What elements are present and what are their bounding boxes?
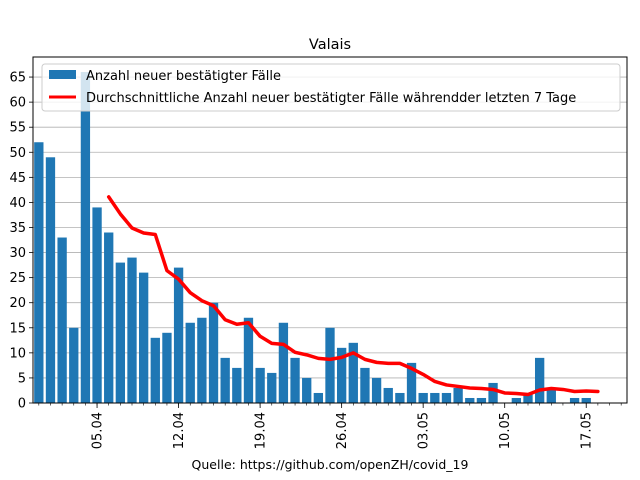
x-tick-label: 19.04 [254, 412, 269, 449]
bar [453, 387, 463, 403]
y-tick-label: 35 [9, 221, 26, 236]
legend-bar-swatch [49, 70, 76, 79]
average-line [106, 195, 600, 397]
bar [69, 327, 79, 403]
bar [488, 382, 498, 403]
x-tick-label: 03.05 [417, 412, 432, 449]
bar [45, 157, 56, 403]
bar [430, 392, 440, 403]
bar [360, 367, 370, 403]
bar [371, 377, 382, 403]
bar [104, 232, 114, 403]
bar [115, 262, 126, 403]
x-tick-label: 12.04 [172, 412, 187, 449]
legend-label-line: Durchschnittliche Anzahl neuer bestätigt… [86, 91, 576, 106]
y-tick-label: 20 [9, 296, 26, 311]
bar [441, 392, 452, 403]
bar [348, 342, 358, 403]
y-tick-label: 15 [9, 321, 26, 336]
bar [383, 387, 393, 403]
legend-label-bars: Anzahl neuer bestätigter Fälle [86, 69, 281, 84]
line-series [106, 195, 600, 397]
bar [34, 142, 44, 403]
bar [127, 257, 137, 403]
bar [546, 387, 556, 403]
chart-title: Valais [309, 37, 351, 53]
x-tick-label: 10.05 [498, 412, 513, 449]
bar [418, 392, 428, 403]
x-tick-label: 26.04 [335, 412, 350, 449]
x-axis: 05.04 12.04 19.04 26.04 03.05 10.05 17.05 [38, 403, 622, 449]
legend: Anzahl neuer bestätigter Fälle Durchschn… [41, 63, 621, 112]
y-tick-label: 10 [9, 346, 26, 361]
bar [406, 362, 417, 403]
bar [302, 377, 312, 403]
y-tick-label: 5 [18, 371, 26, 386]
y-tick-label: 0 [18, 397, 26, 412]
bar [173, 267, 184, 403]
y-tick-label: 40 [9, 196, 26, 211]
y-axis: 0 5 10 15 20 25 30 35 40 45 50 55 60 65 [9, 71, 33, 412]
bar [232, 367, 242, 403]
y-tick-label: 45 [9, 171, 26, 186]
bar [395, 392, 405, 403]
bar [336, 347, 347, 403]
x-tick-label: 05.04 [91, 412, 106, 449]
y-tick-label: 50 [9, 146, 26, 161]
bar [150, 337, 160, 403]
bar [511, 397, 522, 403]
bar-series [34, 72, 591, 403]
bar [313, 392, 324, 403]
x-tick-label: 17.05 [580, 412, 595, 449]
bar [92, 207, 102, 403]
bar [138, 272, 149, 403]
bar [325, 327, 335, 403]
bar [534, 357, 545, 403]
bar [197, 317, 207, 403]
y-tick-label: 60 [9, 96, 26, 111]
bar [208, 302, 219, 403]
bar [569, 397, 580, 403]
bar [278, 322, 289, 403]
source-label: Quelle: https://github.com/openZH/covid_… [192, 457, 469, 472]
bar [80, 72, 91, 403]
legend-box [41, 63, 621, 112]
y-tick-label: 25 [9, 271, 26, 286]
y-tick-label: 55 [9, 121, 26, 136]
bar [255, 367, 265, 403]
bar [465, 397, 475, 403]
y-tick-label: 65 [9, 71, 26, 86]
bar [162, 332, 172, 403]
y-tick-label: 30 [9, 246, 26, 261]
bar [243, 317, 254, 403]
bar [220, 357, 230, 403]
bar [57, 237, 67, 403]
bar [581, 397, 591, 403]
bar [290, 357, 300, 403]
bar [523, 392, 533, 403]
bar [185, 322, 195, 403]
bar [476, 397, 487, 403]
bar [267, 372, 277, 403]
